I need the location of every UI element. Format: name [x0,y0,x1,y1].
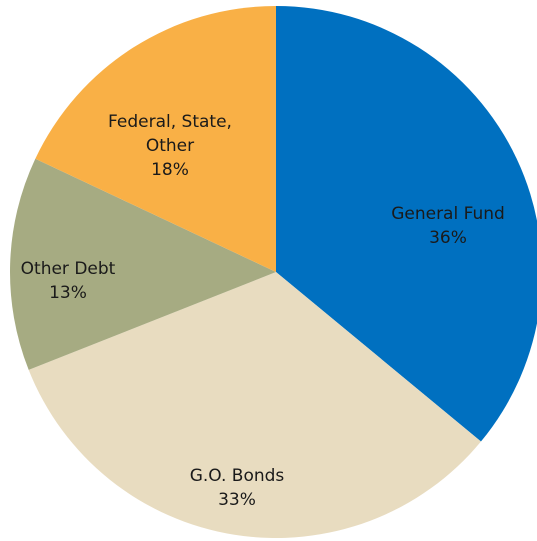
slice-label-federal-state-other: Other [146,136,194,156]
slice-value-general-fund: 36% [429,228,467,248]
slice-general-fund [276,6,537,442]
slice-g-o-bonds [28,272,481,538]
slice-federal-state-other [35,6,276,272]
slice-label-federal-state-other: Federal, State, [108,112,232,132]
pie-slices [10,6,537,538]
slice-value-federal-state-other: 18% [151,160,189,180]
slice-label-g-o-bonds: G.O. Bonds [190,466,285,486]
slice-label-general-fund: General Fund [391,204,505,224]
slice-value-other-debt: 13% [49,283,87,303]
slice-other-debt [10,158,276,370]
slice-label-other-debt: Other Debt [21,259,116,279]
slice-labels: General Fund 36% G.O. Bonds 33% Other Debt 13… [21,112,505,510]
slice-value-g-o-bonds: 33% [218,490,256,510]
